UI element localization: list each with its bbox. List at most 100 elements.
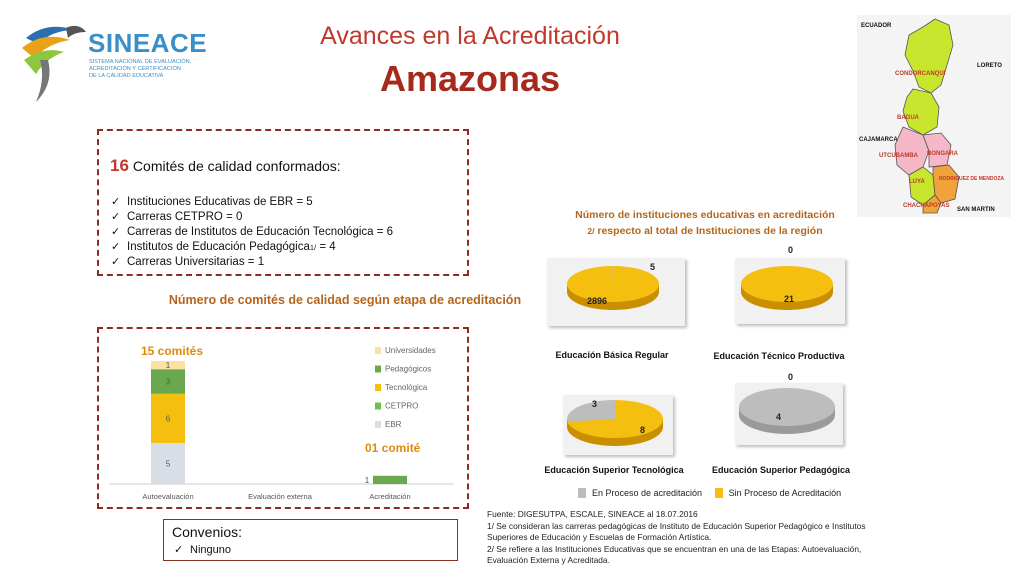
pie-value-no-process: 8	[640, 425, 646, 435]
bar-segment	[151, 393, 185, 443]
footnote-marker: 1/	[309, 243, 317, 252]
legend-swatch-in-process	[578, 488, 586, 498]
pie-card-etp	[735, 258, 845, 324]
pie-title: Educación Técnico Productiva	[713, 351, 845, 361]
annotation-accredited: 01 comité	[365, 441, 421, 455]
legend-swatch	[375, 402, 381, 410]
list-item-text: Carreras de Institutos de Educación Tecn…	[127, 226, 394, 238]
annotation-total: 15 comités	[141, 344, 203, 358]
map-label: LUYA	[909, 179, 925, 185]
amazonas-map: ECUADOR LORETO CONDORCANQUI BAGUA CAJAMA…	[857, 15, 1011, 217]
list-item-text: Ninguno	[190, 544, 231, 556]
brand-subtitle-line: Acreditación y Certificación	[89, 66, 181, 72]
pie-slice	[567, 400, 615, 422]
pie-value-no-process: 21	[784, 294, 795, 304]
pie-value-in-process: 5	[650, 262, 656, 272]
legend-label: Universidades	[385, 346, 436, 355]
pie-card-esp	[735, 383, 843, 445]
map-label: CHACHAPOYAS	[903, 203, 949, 209]
list-item: ✓ Carreras de Institutos de Educación Tec…	[111, 225, 393, 240]
sineace-bird-logo-icon	[22, 25, 86, 102]
legend-label: Sin Proceso de Acreditación	[728, 488, 842, 498]
map-label: CONDORCANQUI	[895, 71, 946, 77]
map-province-condorcanqui	[904, 18, 954, 94]
list-item: ✓ Carreras Universitarias = 1	[111, 255, 393, 270]
pie-value-in-process: 3	[592, 399, 598, 409]
map-province-rodriguez-de-mendoza	[932, 164, 960, 204]
map-province-chachapoyas	[922, 194, 942, 214]
pie-title: Educación Superior Pedagógica	[711, 465, 851, 475]
footnote-2: 2/ Se refiere a las Instituciones Educat…	[487, 543, 862, 566]
map-label: ECUADOR	[861, 23, 892, 29]
page-title: Avances en la Acreditación	[320, 22, 620, 50]
list-item: ✓ Ninguno	[174, 543, 231, 556]
check-icon: ✓	[174, 544, 184, 556]
list-item: ✓ Instituciones Educativas de EBR = 5	[111, 195, 393, 210]
bar-segment	[151, 369, 185, 394]
committees-count: 16	[110, 156, 129, 175]
list-item: ✓ Carreras CETPRO = 0	[111, 210, 393, 225]
legend-swatch	[375, 421, 381, 428]
pie-etp	[741, 266, 833, 310]
pie-est	[567, 400, 663, 446]
bar-segment	[151, 361, 185, 370]
map-label: LORETO	[977, 63, 1002, 69]
list-item-text: Carreras Universitarias = 1	[127, 256, 265, 268]
brand-subtitle-line: de la Calidad Educativa	[89, 73, 164, 79]
stage-chart-title: Número de comités de calidad según etapa…	[168, 293, 522, 307]
check-icon: ✓	[111, 196, 121, 208]
bar-data-label: 5	[166, 460, 171, 469]
footnote-1: 1/ Se consideran las carreras pedagógica…	[487, 520, 866, 543]
footnote-marker: 2/	[587, 226, 595, 236]
region-title: Amazonas	[379, 58, 561, 99]
bar-segment	[373, 475, 407, 484]
map-label: CAJAMARCA	[859, 137, 898, 143]
stage-chart-panel: 5 6 3 1 Autoevaluación Evaluación externa 1 Acr…	[97, 327, 469, 509]
stage-stacked-bar-chart: 5 6 3 1 Autoevaluación Evaluación externa 1 Acr…	[109, 344, 454, 501]
list-item-value: = 4	[316, 241, 336, 253]
legend-label: CETPRO	[385, 402, 418, 411]
pie-slice	[739, 388, 835, 426]
pie-slice	[567, 266, 660, 302]
map-label: BONGARA	[927, 151, 959, 157]
x-tick-label: Evaluación externa	[248, 492, 313, 501]
pie-ebr	[567, 266, 660, 310]
pie-card-est	[563, 395, 673, 455]
list-item-text: Carreras CETPRO = 0	[127, 211, 243, 223]
map-label: SAN MARTIN	[957, 207, 995, 213]
institutions-chart-title: Número de instituciones educativas en ac…	[555, 207, 855, 239]
brand-subtitle-line: Sistema Nacional de Evaluación,	[89, 59, 192, 65]
institutions-title-line: 2/ respecto al total de Instituciones de…	[555, 223, 855, 239]
pie-slice	[741, 266, 833, 302]
list-item: ✓ Institutos de Educación Pedagógica1/ = …	[111, 240, 393, 255]
bar-segment	[151, 443, 185, 484]
footnotes: Fuente: DIGESUTPA, ESCALE, SINEACE al 18…	[487, 509, 887, 567]
pie-card-ebr	[547, 258, 685, 326]
footnote-source: Fuente: DIGESUTPA, ESCALE, SINEACE al 18…	[487, 509, 698, 519]
list-item-text: Institutos de Educación Pedagógica	[127, 241, 310, 253]
pie-title: Educación Básica Regular	[555, 350, 669, 360]
pie-value-no-process: 2896	[587, 296, 608, 306]
check-icon: ✓	[111, 226, 121, 238]
x-tick-label: Autoevaluación	[142, 492, 193, 501]
pie-value-no-process: 0	[788, 372, 794, 382]
bar-data-label: 1	[365, 476, 370, 485]
institutions-title-line: Número de instituciones educativas en ac…	[575, 209, 835, 221]
convenios-panel: Convenios: ✓ Ninguno	[163, 519, 458, 561]
map-label: UTCUBAMBA	[879, 153, 919, 159]
committees-list: ✓ Instituciones Educativas de EBR = 5 ✓ Ca…	[111, 195, 393, 270]
list-item-text: Instituciones Educativas de EBR = 5	[127, 196, 313, 208]
legend-swatch-no-process	[714, 488, 723, 498]
pie-slice	[567, 400, 663, 438]
pie-value-in-process: 0	[788, 245, 794, 255]
map-label: RODRIGUEZ DE MENDOZA	[939, 176, 1004, 182]
legend-label: EBR	[385, 420, 402, 429]
x-tick-label: Acreditación	[369, 492, 410, 501]
legend-label: En Proceso de acreditación	[592, 488, 703, 498]
check-icon: ✓	[111, 256, 121, 268]
convenios-title: Convenios:	[172, 524, 243, 540]
check-icon: ✓	[111, 241, 121, 253]
institutions-title-text: respecto al total de Instituciones de la…	[594, 225, 823, 237]
bar-data-label: 3	[166, 378, 171, 387]
map-label: BAGUA	[897, 115, 920, 121]
